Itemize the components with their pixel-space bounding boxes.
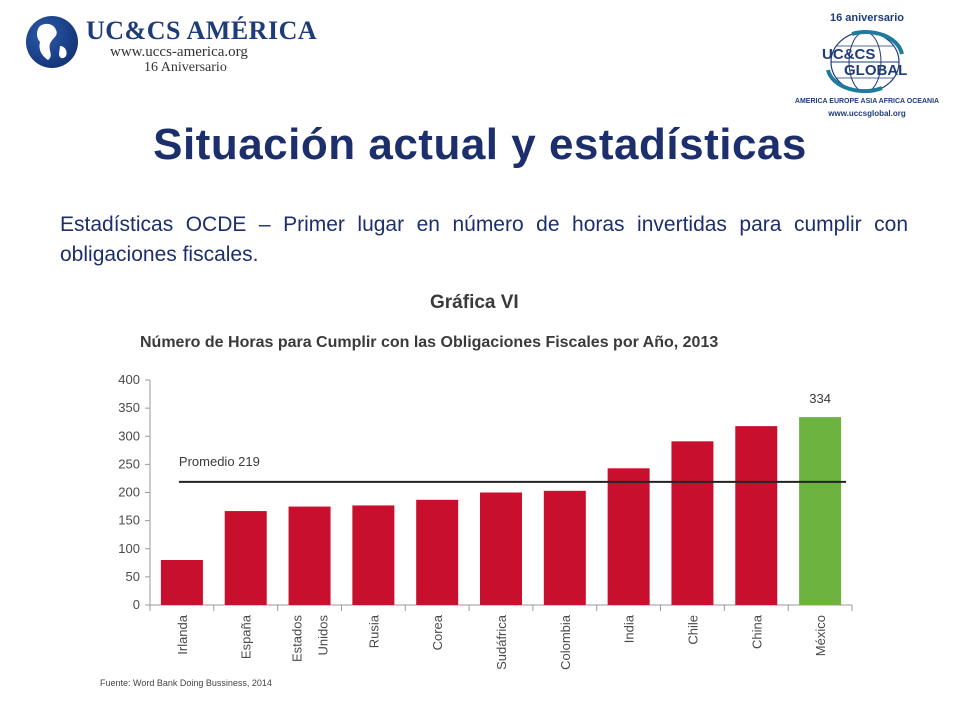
category-label: India xyxy=(622,614,637,643)
bar xyxy=(288,506,331,605)
bar xyxy=(671,441,714,605)
category-label-text: Estados xyxy=(290,615,305,662)
logo-line1-text: UC&CS xyxy=(822,46,876,63)
category-label-text: Irlanda xyxy=(175,614,190,655)
y-tick-label: 400 xyxy=(118,372,140,387)
category-label-text: Unidos xyxy=(316,615,331,656)
bar xyxy=(352,505,395,605)
average-label: Promedio 219 xyxy=(179,454,260,469)
category-label: Colombia xyxy=(558,614,573,670)
y-tick-label: 50 xyxy=(126,569,140,584)
y-tick-label: 250 xyxy=(118,456,140,471)
y-tick-label: 100 xyxy=(118,541,140,556)
logo-url-text: www.uccsglobal.org xyxy=(828,109,906,118)
category-label-text: México xyxy=(813,615,828,656)
chart-category-labels: Irlanda España Estados Unidos Rusia Corea Sudá… xyxy=(175,614,828,670)
bar xyxy=(607,468,650,605)
logo-continents-text: AMERICA EUROPE ASIA AFRICA OCEANIA xyxy=(794,98,940,105)
y-tick-label: 350 xyxy=(118,400,140,415)
category-label: Sudáfrica xyxy=(494,614,509,670)
page-title: Situación actual y estadísticas xyxy=(153,120,807,169)
category-label-text: Corea xyxy=(430,614,445,650)
category-label: España xyxy=(239,614,254,659)
category-label: Rusia xyxy=(366,614,381,648)
chart-heading: Gráfica VI xyxy=(430,292,519,313)
bar xyxy=(416,499,459,605)
category-label: Estados Unidos xyxy=(290,615,331,662)
category-label-text: España xyxy=(239,614,254,659)
bar xyxy=(735,426,778,605)
category-label-text: Colombia xyxy=(558,614,573,670)
logo-anniversary-text: 16 aniversario xyxy=(830,12,904,24)
bar xyxy=(799,417,842,605)
bar xyxy=(480,492,522,605)
bar xyxy=(160,560,203,605)
chart-bars: 334 Promedio 219 xyxy=(160,391,847,605)
logo-brand-text: UC&CS AMÉRICA xyxy=(86,16,318,45)
category-label-text: Rusia xyxy=(366,614,381,648)
bar xyxy=(543,490,586,605)
logo-url-text: www.uccs-america.org xyxy=(110,44,248,60)
category-label-text: Sudáfrica xyxy=(494,614,509,670)
data-label: 334 xyxy=(809,391,831,406)
category-label-text: India xyxy=(622,614,637,643)
globe-icon xyxy=(826,30,904,94)
y-tick-label: 0 xyxy=(133,597,140,612)
category-label: Corea xyxy=(430,614,445,650)
y-tick-label: 150 xyxy=(118,513,140,528)
logo-anniversary-text: 16 Aniversario xyxy=(144,60,227,75)
chart-source: Fuente: Word Bank Doing Bussiness, 2014 xyxy=(100,678,272,688)
category-label: Irlanda xyxy=(175,614,190,655)
category-label-text: China xyxy=(749,614,764,649)
uccs-america-logo: UC&CS AMÉRICA www.uccs-america.org 16 An… xyxy=(26,14,317,76)
category-label-text: Chile xyxy=(685,615,700,645)
bar xyxy=(224,511,267,605)
y-tick-label: 300 xyxy=(118,428,140,443)
logo-line2-text: GLOBAL xyxy=(844,62,908,79)
category-label: China xyxy=(749,614,764,649)
chart-title: Número de Horas para Cumplir con las Obl… xyxy=(140,334,718,351)
globe-icon xyxy=(26,16,78,68)
category-label: México xyxy=(813,615,828,656)
y-tick-label: 200 xyxy=(118,485,140,500)
uccs-global-logo: 16 aniversario UC&CS GLOBAL AMERICA EURO… xyxy=(792,12,942,120)
subtitle-text: Estadísticas OCDE – Primer lugar en núme… xyxy=(60,213,908,266)
category-label: Chile xyxy=(685,615,700,645)
